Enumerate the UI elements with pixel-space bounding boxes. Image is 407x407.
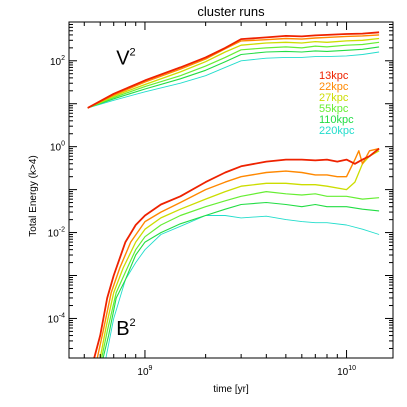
series-layer [87,31,380,358]
legend-entry: 13kpc [319,70,349,82]
series-27kpc-b2-line [99,150,380,358]
series-110kpc-b2-line [102,201,380,358]
annotation-v2: V2 [116,46,135,69]
series-110kpc-v2-line [87,46,380,109]
axes: 109 1010 10-4 10-2 100 102 [48,21,394,378]
y-tick-label: 102 [50,55,65,68]
annotation-b2: B2 [116,317,135,340]
series-220kpc-b2-line [105,215,380,358]
series-27kpc-v2-line [87,37,380,109]
y-tick-label: 100 [50,141,65,154]
legend-entry: 27kpc [319,92,349,104]
legend-entry: 110kpc [319,114,354,126]
legend-entry: 55kpc [319,103,349,115]
legend-entry: 220kpc [319,125,355,137]
annotation-layer: V2 B2 [116,46,135,340]
series-22kpc-v2-line [87,34,380,109]
series-22kpc-b2-line [96,147,380,358]
x-tick-label: 1010 [337,365,356,378]
series-220kpc-v2-line [87,51,380,109]
x-tick-label: 109 [137,365,152,378]
y-tick-label: 10-4 [48,312,65,325]
chart-title: cluster runs [197,4,265,19]
y-axis-title: Total Energy (k>4) [28,155,39,236]
series-13kpc-v2-line [87,31,380,109]
series-55kpc-b2-line [101,191,380,358]
x-axis-title: time [yr] [213,384,249,395]
series-13kpc-b2-line [93,147,380,358]
series-55kpc-v2-line [87,41,380,109]
y-tick-label: 10-2 [48,227,65,240]
legend-entry: 22kpc [319,81,349,93]
